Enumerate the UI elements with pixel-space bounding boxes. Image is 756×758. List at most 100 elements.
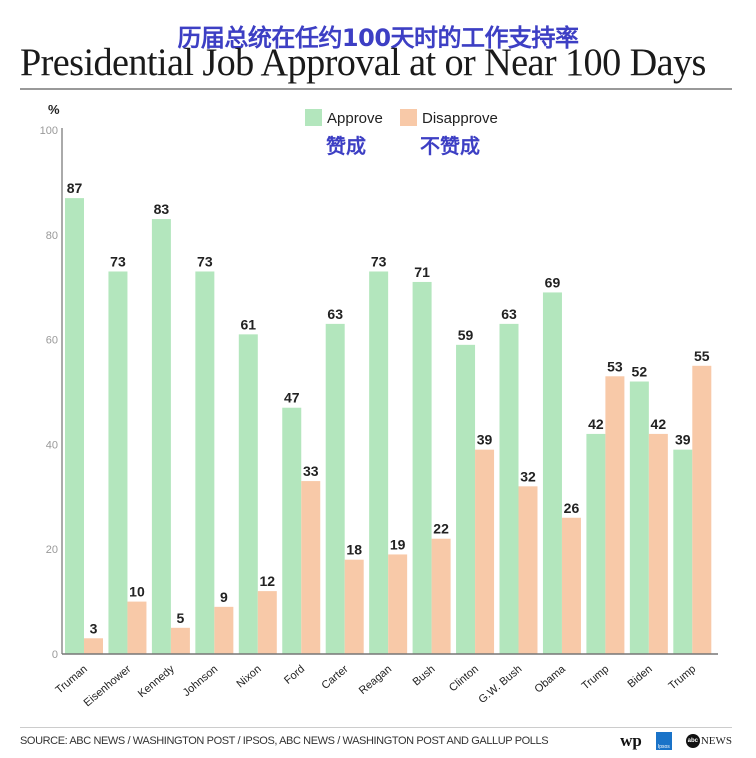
y-tick-label: 0 (52, 649, 58, 661)
bar-approve (282, 407, 302, 654)
data-label-approve: 42 (588, 416, 604, 432)
legend-disapprove-cn: 不赞成 (420, 134, 480, 158)
washington-post-logo: wp (620, 731, 642, 750)
bar-disapprove (127, 601, 147, 654)
data-label-disapprove: 53 (607, 358, 623, 374)
bar-approve (412, 281, 432, 654)
data-label-disapprove: 18 (346, 542, 362, 558)
bar-disapprove (257, 591, 277, 654)
y-tick-label: 20 (46, 544, 58, 556)
data-label-approve: 69 (545, 274, 561, 290)
y-tick-label: 60 (46, 335, 58, 347)
bar-disapprove (388, 554, 408, 654)
bar-disapprove (301, 481, 321, 654)
data-label-approve: 73 (371, 253, 387, 269)
data-label-disapprove: 12 (260, 573, 276, 589)
bar-approve (586, 433, 606, 654)
data-label-disapprove: 3 (90, 620, 98, 636)
bar-approve (238, 334, 258, 654)
bar-approve (456, 344, 476, 654)
x-tick-label: Truman (53, 663, 89, 696)
x-tick-label: Obama (533, 663, 569, 696)
y-axis-label: % (48, 102, 60, 117)
data-label-approve: 39 (675, 432, 691, 448)
data-label-disapprove: 32 (520, 468, 536, 484)
x-tick-label: Reagan (357, 663, 394, 697)
data-label-approve: 63 (501, 306, 517, 322)
bar-approve (499, 323, 519, 654)
bar-chart: % 0 20 40 60 80 100 87 3 Truman 73 10 Eisenhower 83 5 K… (40, 102, 718, 709)
bar-approve (542, 292, 562, 654)
bar-disapprove (170, 627, 190, 654)
x-tick-label: Trump (580, 663, 612, 692)
bar-disapprove (475, 449, 495, 654)
x-tick-label: Ford (282, 663, 307, 687)
bar-approve (673, 449, 693, 654)
abc-news-text: NEWS (700, 735, 732, 747)
y-tick-label: 100 (40, 125, 58, 137)
legend-label-disapprove: Disapprove (422, 110, 498, 127)
x-tick-label: Biden (626, 663, 655, 690)
y-tick-label: 80 (46, 230, 58, 242)
bar-disapprove (561, 517, 581, 654)
bar-approve (629, 381, 649, 654)
data-label-disapprove: 9 (220, 589, 228, 605)
publisher-logos: wp Ipsos abc NEWS (620, 731, 732, 751)
bar-disapprove (605, 376, 625, 654)
data-label-disapprove: 5 (177, 610, 185, 626)
ipsos-logo: Ipsos (655, 732, 672, 750)
x-tick-label: Johnson (181, 663, 221, 699)
data-label-disapprove: 39 (477, 432, 493, 448)
data-label-disapprove: 42 (651, 416, 667, 432)
bar-approve (369, 271, 389, 654)
chart-title: Presidential Job Approval at or Near 100… (20, 41, 706, 84)
ipsos-logo-text: Ipsos (657, 744, 670, 750)
source-note: SOURCE: ABC NEWS / WASHINGTON POST / IPS… (20, 735, 549, 747)
data-label-approve: 63 (327, 306, 343, 322)
data-label-disapprove: 55 (694, 348, 710, 364)
bar-disapprove (518, 486, 538, 654)
bar-disapprove (214, 606, 234, 654)
x-tick-label: Bush (411, 663, 438, 688)
bar-disapprove (344, 559, 364, 654)
x-tick-label: Kennedy (136, 663, 177, 700)
legend-swatch-disapprove (400, 109, 417, 126)
data-label-approve: 73 (197, 253, 213, 269)
title-divider (20, 88, 732, 90)
data-label-approve: 59 (458, 327, 474, 343)
bar-approve (325, 323, 345, 654)
data-label-approve: 52 (632, 364, 648, 380)
bar-approve (195, 271, 215, 654)
legend-label-approve: Approve (327, 110, 383, 127)
bar-approve (151, 219, 171, 654)
y-tick-label: 40 (46, 439, 58, 451)
bar-disapprove (431, 538, 451, 654)
bar-approve (65, 198, 84, 654)
data-label-approve: 47 (284, 390, 300, 406)
bar-approve (108, 271, 128, 654)
legend-approve-cn: 赞成 (326, 134, 366, 158)
data-label-approve: 73 (110, 253, 126, 269)
x-tick-label: Nixon (234, 663, 263, 690)
x-tick-label: Eisenhower (82, 663, 134, 709)
x-tick-label: Trump (666, 663, 698, 692)
data-label-approve: 83 (154, 201, 170, 217)
x-tick-label: G.W. Bush (476, 663, 524, 706)
data-label-approve: 71 (414, 264, 430, 280)
bar-disapprove (648, 433, 668, 654)
data-label-disapprove: 22 (433, 521, 449, 537)
legend-swatch-approve (305, 109, 322, 126)
data-label-approve: 87 (67, 180, 83, 196)
abc-news-logo: abc NEWS (685, 734, 732, 748)
data-label-disapprove: 10 (129, 584, 145, 600)
bar-disapprove (692, 365, 712, 654)
footer-divider (20, 727, 732, 728)
data-label-disapprove: 33 (303, 463, 319, 479)
data-label-disapprove: 19 (390, 536, 406, 552)
x-tick-label: Clinton (447, 663, 481, 694)
data-label-disapprove: 26 (564, 500, 580, 516)
x-tick-label: Carter (320, 663, 351, 692)
data-label-approve: 61 (241, 316, 257, 332)
chinese-subtitle: 历届总统在任约100天时的工作支持率 (177, 24, 579, 52)
bar-disapprove (84, 638, 103, 654)
